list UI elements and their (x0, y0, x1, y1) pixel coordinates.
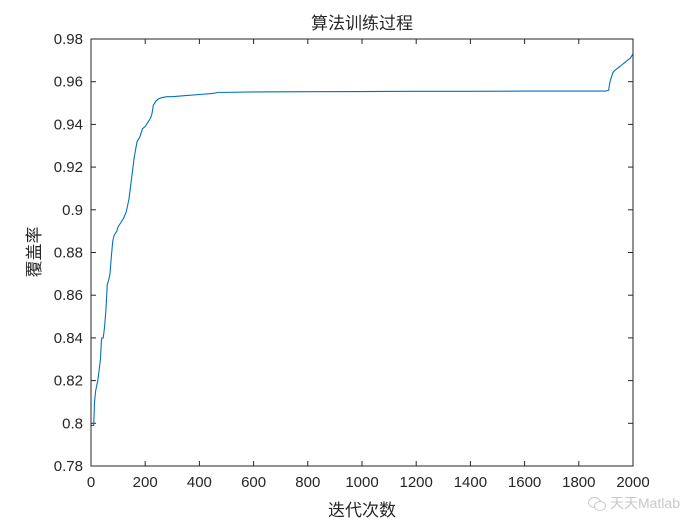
y-tick-label: 0.9 (62, 202, 83, 219)
y-tick-label: 0.96 (54, 74, 83, 91)
series-line (91, 53, 634, 426)
x-tick-label: 1200 (400, 474, 433, 491)
plot-background (91, 39, 633, 466)
x-tick-label: 800 (295, 474, 320, 491)
x-tick-label: 200 (133, 474, 158, 491)
y-tick-label: 0.84 (54, 330, 83, 347)
x-tick-label: 1600 (508, 474, 541, 491)
y-tick-label: 0.92 (54, 159, 83, 176)
plot-frame (90, 38, 634, 467)
y-axis-title: 覆盖率 (25, 227, 45, 278)
x-tick-label: 1000 (345, 474, 378, 491)
x-axis-title: 迭代次数 (328, 501, 396, 521)
watermark: 天天Matlab (587, 493, 680, 513)
x-tick-label: 1400 (454, 474, 487, 491)
x-tick-label: 2000 (616, 474, 649, 491)
chart-title: 算法训练过程 (311, 14, 413, 34)
x-tick-label: 600 (241, 474, 266, 491)
x-tick-label: 1800 (562, 474, 595, 491)
x-tick-label: 0 (87, 474, 95, 491)
y-tick-label: 0.98 (54, 31, 83, 48)
y-tick-label: 0.88 (54, 245, 83, 262)
ticks-layer: 0 200 400 600 800 1000 1200 1400 1600 1800 2000 0.7… (54, 31, 650, 491)
wechat-icon (587, 495, 606, 511)
x-tick-label: 400 (187, 474, 212, 491)
y-tick-label: 0.78 (54, 458, 83, 475)
y-tick-label: 0.82 (54, 373, 83, 390)
y-tick-label: 0.8 (62, 415, 83, 432)
y-tick-label: 0.86 (54, 287, 83, 304)
watermark-text: 天天Matlab (609, 495, 680, 511)
y-tick-label: 0.94 (54, 116, 83, 133)
